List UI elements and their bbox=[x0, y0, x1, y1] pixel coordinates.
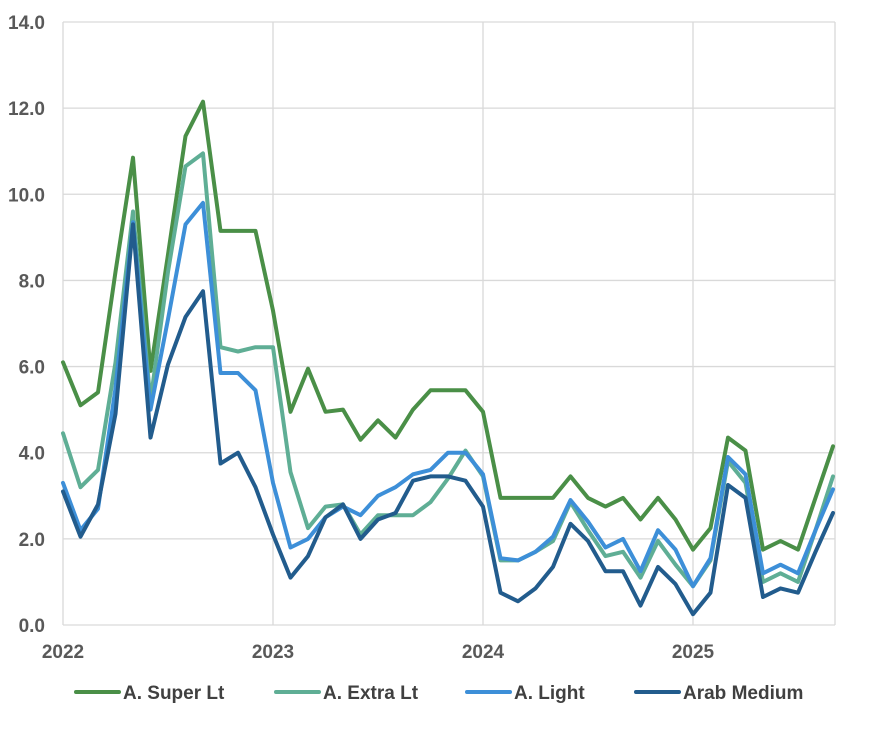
x-tick-label: 2025 bbox=[672, 642, 715, 663]
y-tick-label: 10.0 bbox=[8, 185, 45, 206]
grid bbox=[62, 21, 836, 626]
series-line-a-light bbox=[61, 200, 835, 589]
x-tick-label: 2023 bbox=[252, 642, 294, 663]
y-tick-label: 14.0 bbox=[8, 13, 45, 34]
x-tick-label: 2024 bbox=[462, 642, 505, 663]
legend-label: A. Super Lt bbox=[123, 683, 225, 704]
y-tick-label: 12.0 bbox=[8, 99, 45, 120]
y-tick-label: 0.0 bbox=[19, 616, 45, 637]
y-tick-label: 8.0 bbox=[19, 271, 45, 292]
series-lines bbox=[61, 99, 835, 617]
series-line-arab-medium bbox=[61, 222, 835, 617]
legend: A. Super Lt A. Extra Lt A. Light Arab Mediu… bbox=[74, 683, 803, 704]
y-axis-ticks: 0.0 2.0 4.0 6.0 8.0 10.0 12.0 14.0 bbox=[8, 13, 45, 637]
x-tick-label: 2022 bbox=[42, 642, 84, 663]
legend-label: A. Extra Lt bbox=[323, 683, 419, 704]
x-axis-ticks: 2022 2023 2024 2025 bbox=[42, 642, 715, 663]
y-tick-label: 2.0 bbox=[19, 530, 45, 551]
legend-label: Arab Medium bbox=[683, 683, 803, 704]
y-tick-label: 6.0 bbox=[19, 358, 45, 379]
series-line-a-super-lt bbox=[61, 99, 835, 552]
y-tick-label: 4.0 bbox=[19, 444, 45, 465]
legend-label: A. Light bbox=[514, 683, 585, 704]
